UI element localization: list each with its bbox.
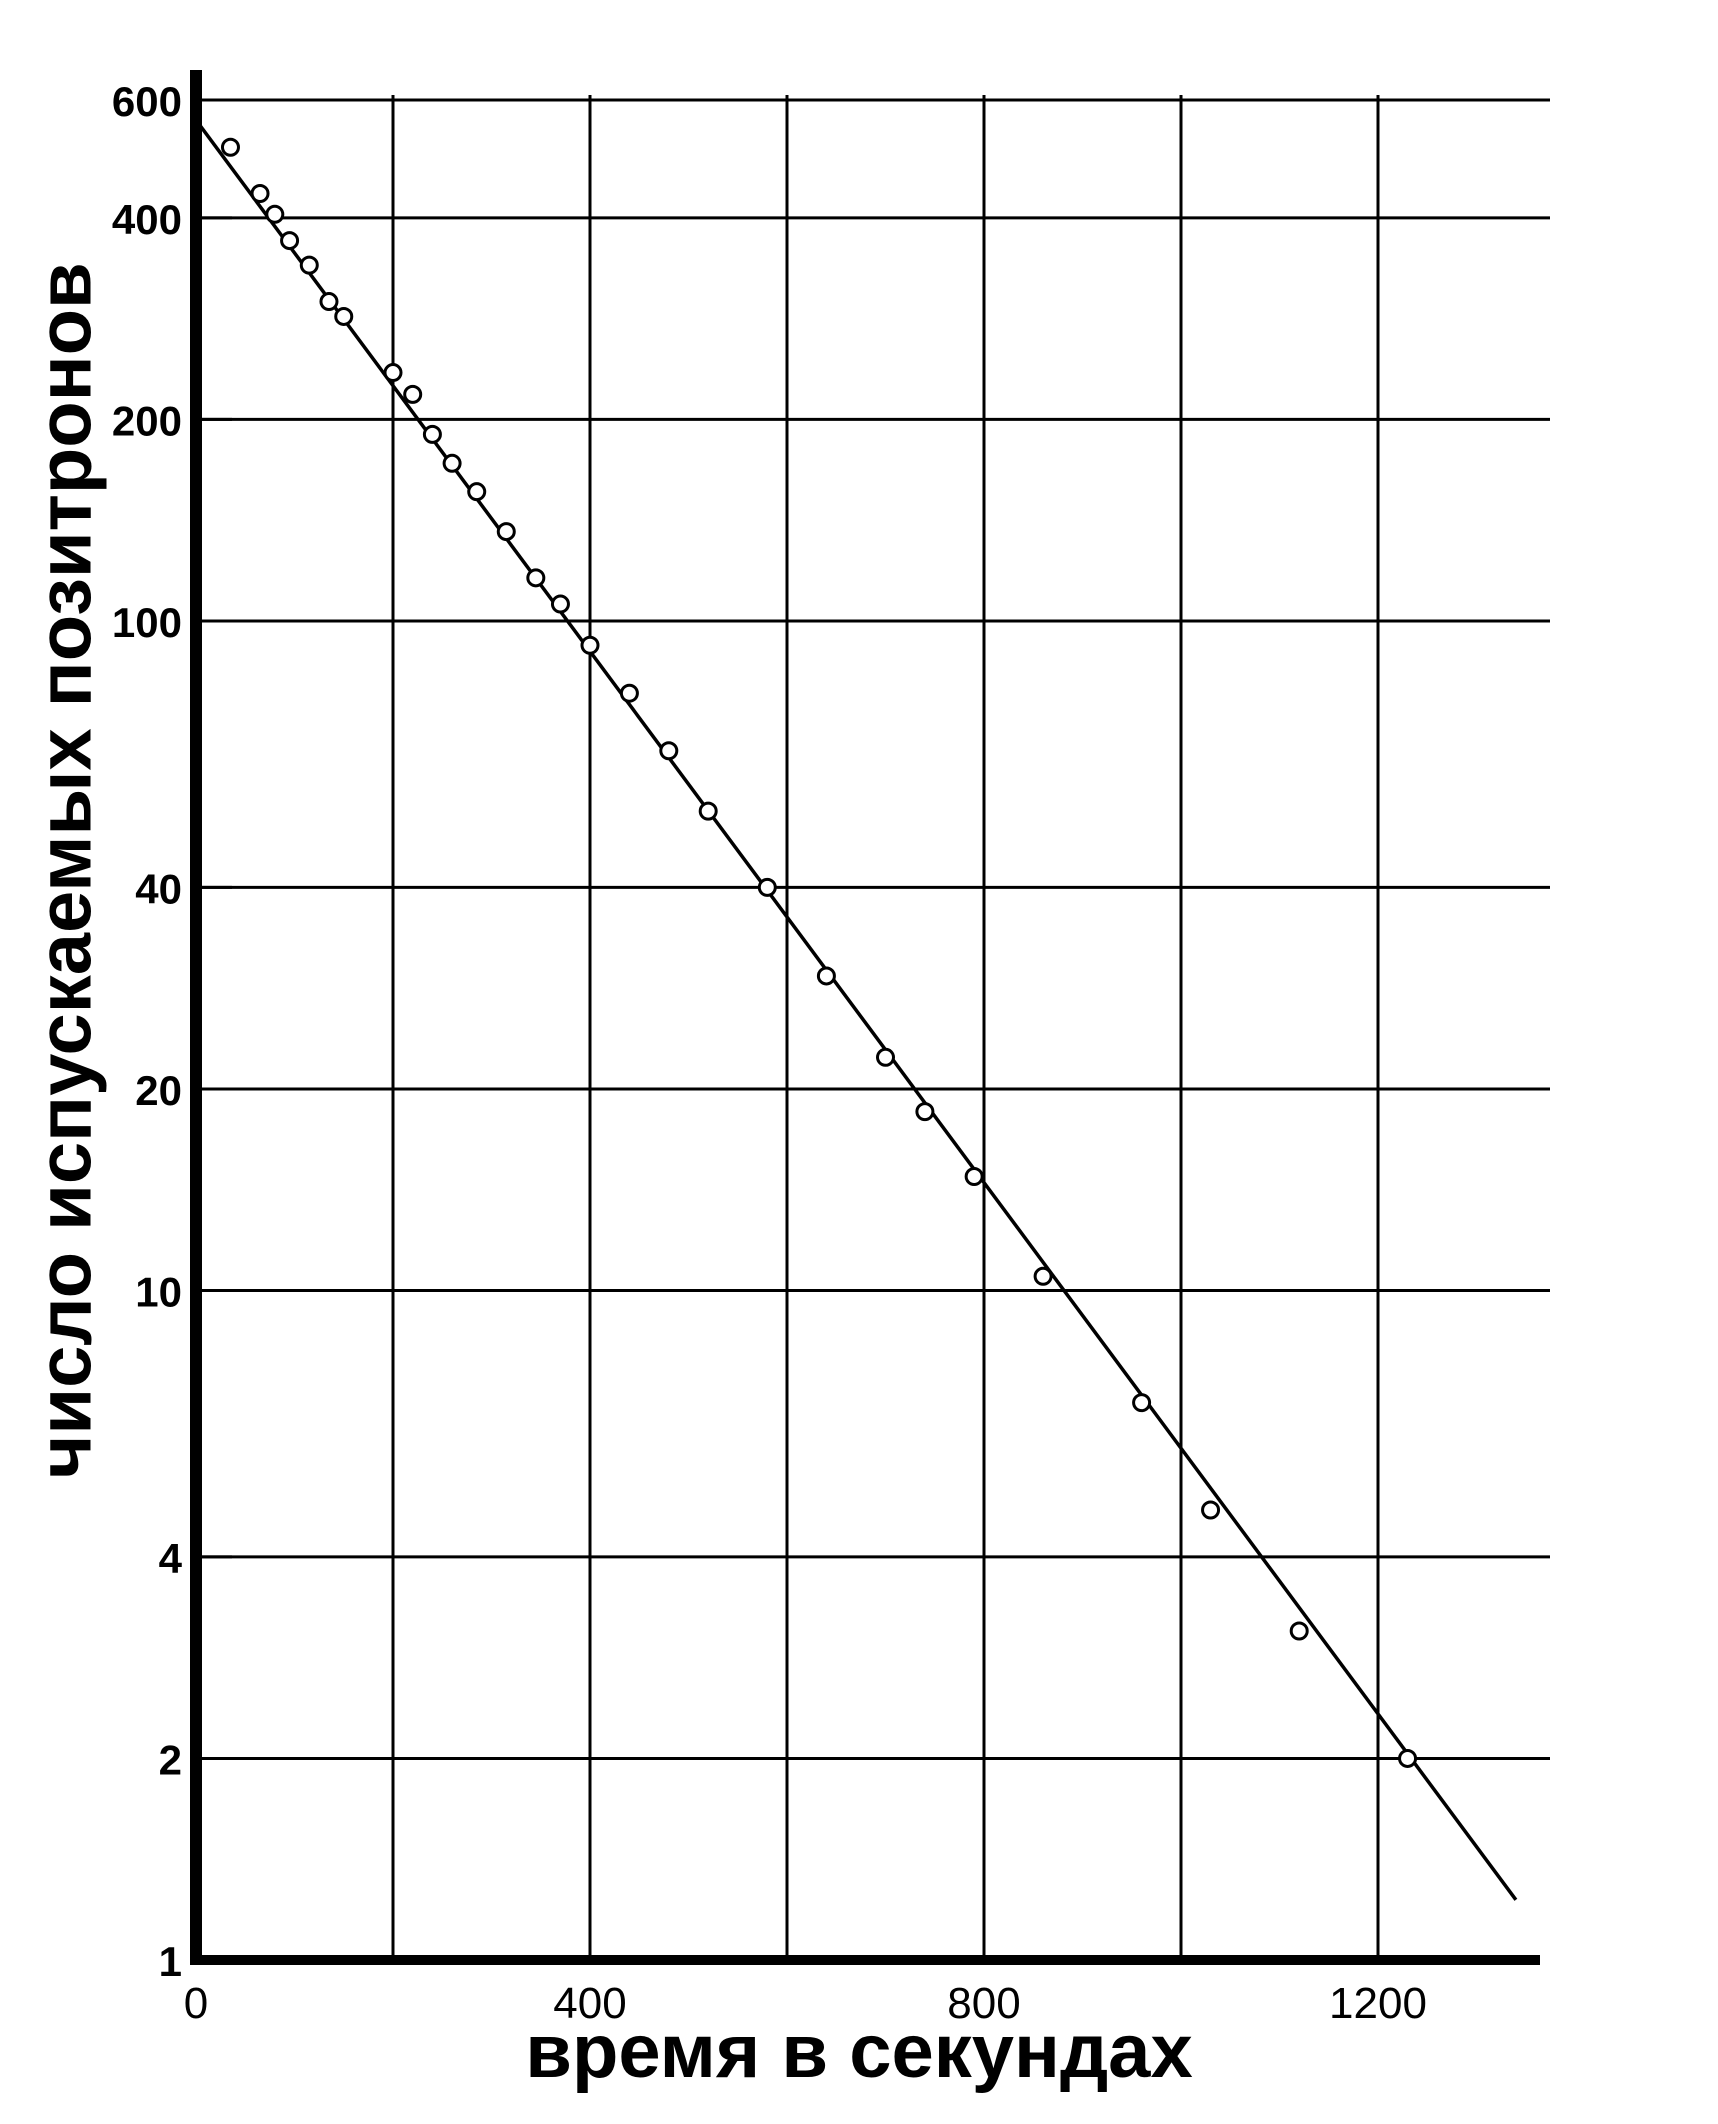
y-tick-label: 100 [112, 599, 182, 646]
data-point [280, 231, 300, 251]
data-point [383, 363, 403, 383]
data-points [220, 137, 1418, 1768]
fit-line-layer [194, 119, 1518, 1901]
x-tick-label: 400 [553, 1979, 626, 2028]
data-point [698, 801, 718, 821]
data-point [1033, 1266, 1053, 1286]
x-tick-label: 800 [947, 1979, 1020, 2028]
y-tick-label: 20 [135, 1067, 182, 1114]
y-axis-title-wrap: число испускаемых позитронов [10, 90, 120, 1650]
y-tick-label: 200 [112, 397, 182, 444]
data-point [1201, 1500, 1221, 1520]
data-point [1132, 1393, 1152, 1413]
data-point [250, 184, 270, 204]
y-tick-label: 4 [159, 1535, 183, 1582]
y-tick-label: 10 [135, 1268, 182, 1315]
data-point [1289, 1621, 1309, 1641]
data-point [619, 683, 639, 703]
data-point [915, 1102, 935, 1122]
y-tick-label: 400 [112, 196, 182, 243]
data-point [1398, 1748, 1418, 1768]
data-point [265, 204, 285, 224]
data-point [580, 635, 600, 655]
data-point [319, 292, 339, 312]
data-point [757, 877, 777, 897]
y-tick-label: 1 [159, 1938, 182, 1985]
y-tick-label: 40 [135, 865, 182, 912]
y-axis-title: число испускаемых позитронов [22, 261, 108, 1479]
data-point [659, 741, 679, 761]
grid-lines [196, 95, 1550, 1960]
data-point [442, 453, 462, 473]
axes [190, 70, 1540, 1965]
data-point [496, 522, 516, 542]
data-point [422, 424, 442, 444]
x-tick-label: 1200 [1329, 1979, 1427, 2028]
y-tick-label: 600 [112, 78, 182, 125]
x-tick-label: 0 [184, 1979, 208, 2028]
fit-line [194, 119, 1518, 1901]
x-tick-labels: 0 400 800 1200 [184, 1979, 1427, 2028]
data-point [550, 594, 570, 614]
data-point [403, 384, 423, 404]
x-axis-title: время в секундах [525, 2009, 1193, 2094]
data-point [299, 255, 319, 275]
data-point [334, 306, 354, 326]
data-point [220, 137, 240, 157]
data-point [964, 1166, 984, 1186]
data-point [816, 966, 836, 986]
data-point [526, 568, 546, 588]
data-point [876, 1047, 895, 1067]
y-tick-labels: 1 2 4 10 20 40 100 200 400 600 [112, 78, 183, 1985]
y-tick-label: 2 [159, 1736, 182, 1783]
data-point [467, 482, 487, 502]
